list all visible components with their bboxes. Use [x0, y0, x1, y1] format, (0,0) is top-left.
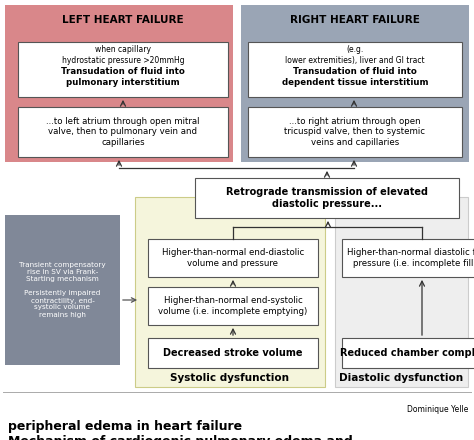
Text: ...to left atrium through open mitral
valve, then to pulmonary vein and
capillar: ...to left atrium through open mitral va… — [46, 117, 200, 147]
Bar — [195, 178, 459, 218]
Text: (e.g.
lower extremities), liver and GI tract: (e.g. lower extremities), liver and GI t… — [285, 45, 425, 65]
Bar — [5, 5, 233, 162]
Bar — [342, 239, 474, 277]
Bar — [335, 197, 468, 387]
Bar — [248, 42, 462, 97]
Text: RIGHT HEART FAILURE: RIGHT HEART FAILURE — [290, 15, 420, 25]
Bar — [241, 5, 469, 162]
Bar — [148, 239, 318, 277]
Text: Higher-than-normal end-systolic
volume (i.e. incomplete emptying): Higher-than-normal end-systolic volume (… — [158, 296, 308, 315]
Bar — [18, 107, 228, 157]
Text: Reduced chamber compliance: Reduced chamber compliance — [340, 348, 474, 358]
Bar — [148, 287, 318, 325]
Bar — [342, 338, 474, 368]
Text: Transient compensatory
rise in SV via Frank-
Starting mechanism

Persistently im: Transient compensatory rise in SV via Fr… — [19, 263, 106, 318]
Bar — [148, 338, 318, 368]
Text: Transudation of fluid into
pulmonary interstitium: Transudation of fluid into pulmonary int… — [61, 67, 185, 87]
Text: Retrograde transmission of elevated
diastolic pressure...: Retrograde transmission of elevated dias… — [226, 187, 428, 209]
Text: LEFT HEART FAILURE: LEFT HEART FAILURE — [62, 15, 184, 25]
Text: Higher-than-normal end-diastolic
volume and pressure: Higher-than-normal end-diastolic volume … — [162, 248, 304, 268]
Text: ...to right atrium through open
tricuspid valve, then to systemic
veins and capi: ...to right atrium through open tricuspi… — [284, 117, 426, 147]
Text: Diastolic dysfunction: Diastolic dysfunction — [339, 373, 463, 383]
Text: when capillary
hydrostatic pressure >20mmHg: when capillary hydrostatic pressure >20m… — [62, 45, 184, 65]
Text: Systolic dysfunction: Systolic dysfunction — [171, 373, 290, 383]
Text: Decreased stroke volume: Decreased stroke volume — [163, 348, 303, 358]
Bar — [5, 215, 120, 365]
Bar — [135, 197, 325, 387]
Text: Mechanism of cardiogenic pulmonary edema and: Mechanism of cardiogenic pulmonary edema… — [8, 435, 353, 440]
Text: peripheral edema in heart failure: peripheral edema in heart failure — [8, 420, 242, 433]
Text: Dominique Yelle: Dominique Yelle — [407, 405, 468, 414]
Text: Transudation of fluid into
dependent tissue interstitium: Transudation of fluid into dependent tis… — [282, 67, 428, 87]
Bar — [248, 107, 462, 157]
Text: Higher-than-normal diastolic filling
pressure (i.e. incomplete filling): Higher-than-normal diastolic filling pre… — [347, 248, 474, 268]
Bar — [18, 42, 228, 97]
